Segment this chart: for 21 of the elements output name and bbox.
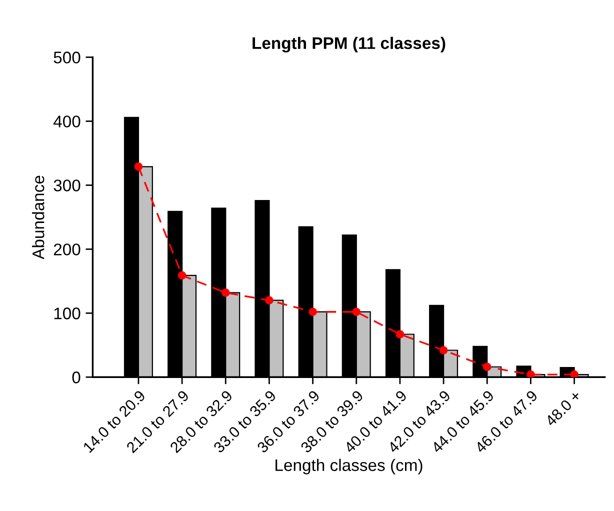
y-tick-label: 300 [54,180,80,192]
point [570,370,578,378]
point [482,362,492,372]
point [178,271,186,280]
y-tick-label: 100 [54,308,80,320]
point [352,308,361,316]
y-tick-label: 0 [72,372,80,384]
y-tick-label: 500 [54,52,80,64]
y-tick-label: 400 [53,116,80,128]
point [396,330,404,338]
point [221,288,230,297]
x-tick-label: 48.0 + [544,390,582,427]
point [308,308,317,316]
point [265,296,274,305]
x-axis-title: Length classes (cm) [276,458,422,474]
chart-title: Length PPM (11 classes) [252,36,446,52]
y-axis-title: Abundance [32,176,44,260]
point [526,370,535,378]
point [439,346,448,354]
y-tick-label: 200 [54,244,80,256]
point [134,162,143,171]
